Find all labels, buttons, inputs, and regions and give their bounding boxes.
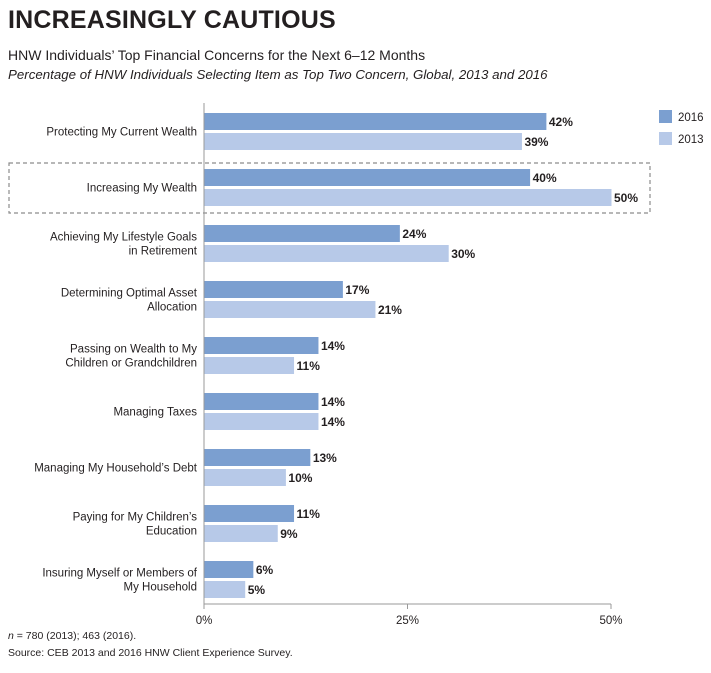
data-label-2013: 50%	[614, 191, 638, 205]
data-label-2013: 21%	[378, 303, 402, 317]
x-tick-label: 25%	[396, 615, 419, 627]
data-label-2013: 39%	[524, 135, 548, 149]
data-label-2016: 14%	[321, 395, 345, 409]
category-label: Paying for My Children’s	[73, 512, 198, 524]
bar-2013	[204, 581, 246, 598]
category-label: Insuring Myself or Members of	[42, 568, 197, 580]
category-label: Protecting My Current Wealth	[46, 127, 197, 139]
footnote-n-symbol: n	[8, 630, 14, 642]
data-label-2013: 30%	[451, 247, 475, 261]
chart-subtitle-italic: Percentage of HNW Individuals Selecting …	[8, 67, 548, 82]
category-label: Children or Grandchildren	[65, 358, 197, 370]
category-label: Managing Taxes	[113, 407, 197, 419]
bar-2016	[204, 169, 531, 186]
legend-label-2013: 2013	[678, 134, 704, 146]
bar-2013	[204, 245, 449, 262]
bar-2013	[204, 357, 295, 374]
bar-2013	[204, 301, 376, 318]
data-label-2016: 24%	[402, 227, 426, 241]
category-label: in Retirement	[129, 246, 198, 258]
x-tick-label: 50%	[599, 615, 622, 627]
bar-2016	[204, 449, 311, 466]
bar-2016	[204, 393, 319, 410]
category-label: Achieving My Lifestyle Goals	[50, 232, 197, 244]
data-label-2016: 40%	[533, 171, 557, 185]
footnote-sample-size: n = 780 (2013); 463 (2016).	[8, 630, 136, 642]
data-label-2016: 11%	[297, 507, 321, 521]
bar-2016	[204, 113, 547, 130]
data-label-2016: 17%	[345, 283, 369, 297]
chart-headline: INCREASINGLY CAUTIOUS	[8, 6, 336, 34]
legend-label-2016: 2016	[678, 112, 704, 124]
category-label: Managing My Household’s Debt	[34, 463, 198, 475]
bar-2016	[204, 225, 400, 242]
footnote-n-text: = 780 (2013); 463 (2016).	[13, 630, 137, 642]
category-label: My Household	[123, 582, 197, 594]
bar-2013	[204, 413, 319, 430]
category-label: Education	[146, 526, 197, 538]
data-label-2016: 42%	[549, 115, 573, 129]
data-label-2013: 11%	[297, 359, 321, 373]
bar-2016	[204, 337, 319, 354]
x-tick-label: 0%	[196, 615, 213, 627]
legend-swatch-2016	[659, 110, 672, 123]
data-label-2016: 13%	[313, 451, 337, 465]
bar-2013	[204, 469, 286, 486]
highlight-box	[8, 162, 651, 214]
bar-2016	[204, 505, 295, 522]
bar-2016	[204, 561, 254, 578]
data-label-2016: 14%	[321, 339, 345, 353]
category-label: Passing on Wealth to My	[70, 344, 197, 356]
chart-subtitle: HNW Individuals’ Top Financial Concerns …	[8, 47, 426, 63]
bar-2013	[204, 133, 522, 150]
data-label-2013: 5%	[248, 583, 266, 597]
data-label-2013: 14%	[321, 415, 345, 429]
data-label-2013: 10%	[288, 471, 312, 485]
data-label-2016: 6%	[256, 563, 274, 577]
legend-swatch-2013	[659, 132, 672, 145]
category-label: Allocation	[147, 302, 197, 314]
data-label-2013: 9%	[280, 527, 298, 541]
bar-2013	[204, 525, 278, 542]
footnote-source: Source: CEB 2013 and 2016 HNW Client Exp…	[8, 647, 293, 659]
category-label: Increasing My Wealth	[87, 183, 197, 195]
category-label: Determining Optimal Asset	[61, 288, 198, 300]
bar-2016	[204, 281, 343, 298]
bar-2013	[204, 189, 612, 206]
